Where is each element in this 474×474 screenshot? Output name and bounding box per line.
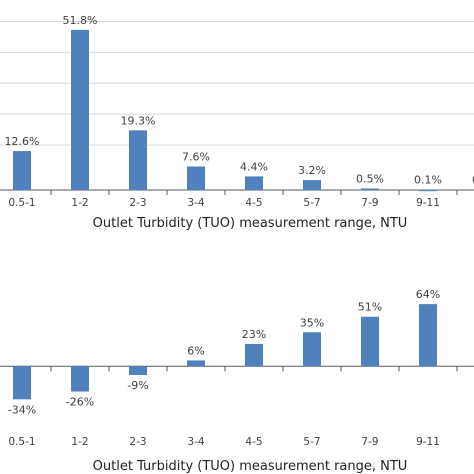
- chart-top-data-label: 7.6%: [182, 151, 210, 164]
- chart-bottom-tick-label: 5-7: [303, 436, 320, 448]
- chart-bottom-tick-label: 4-5: [245, 436, 262, 448]
- chart-top-tick-label: 7-9: [361, 197, 378, 209]
- chart-top-bar-4-5: [245, 176, 263, 190]
- chart-top-bar-7-9: [361, 188, 379, 190]
- chart-bottom-bar-2-3: [129, 366, 147, 376]
- chart-bottom-data-label: 64%: [416, 288, 440, 301]
- chart-bottom-bar-0.5-1: [13, 366, 31, 400]
- chart-bottom-data-label: -26%: [66, 396, 94, 409]
- chart-bottom-data-label: 6%: [187, 344, 204, 357]
- chart-top-bar-9-11: [419, 189, 437, 192]
- chart-top-data-label: 0.5%: [356, 172, 384, 185]
- chart-top-data-label: 12.6%: [5, 135, 40, 148]
- chart-bottom-data-label: 51%: [358, 301, 382, 314]
- chart-top-tick-label: 4-5: [245, 197, 262, 209]
- chart-top-data-label: 51.8%: [63, 14, 98, 27]
- chart-bottom-tick-label: 2-3: [129, 436, 146, 448]
- chart-bottom-tick-label: 7-9: [361, 436, 378, 448]
- chart-top-data-label: 4.4%: [240, 160, 268, 173]
- chart-top-data-label: 3.2%: [298, 164, 326, 177]
- chart-bottom-bar-1-2: [71, 366, 89, 392]
- chart-top-x-axis-title: Outlet Turbidity (TUO) measurement range…: [93, 216, 408, 231]
- chart-bottom-x-axis-title: Outlet Turbidity (TUO) measurement range…: [93, 459, 408, 474]
- chart-bottom-data-label: 35%: [300, 316, 324, 329]
- chart-top-data-label: 19.3%: [121, 114, 156, 127]
- chart-bottom-tick-label: 3-4: [187, 436, 204, 448]
- chart-bottom-bar-4-5: [245, 343, 263, 367]
- chart-top-bar-0.5-1: [13, 151, 31, 190]
- chart-top-tick-label: 9-11: [416, 197, 440, 209]
- chart-bottom-tick-label: 0.5-1: [8, 436, 35, 448]
- chart-top-distribution: 12.6% 0.5-1 51.8% 1-2 19.3% 2-3 7.6% 3-4 4.4% 4-5…: [0, 14, 474, 209]
- chart-bottom-data-label: -34%: [8, 403, 36, 416]
- chart-bottom-data-label: 23%: [242, 328, 266, 341]
- chart-bottom-change: -34% 0.5-1 -26% 1-2 -9% 2-3 6% 3-4 23% 4-5 35% 5-7 5…: [0, 277, 474, 448]
- chart-top-tick-label: 5-7: [303, 197, 320, 209]
- chart-top-tick-label: 0.5-1: [8, 197, 35, 209]
- chart-bottom-data-label: -9%: [127, 379, 148, 392]
- chart-top-bar-3-4: [187, 166, 205, 190]
- chart-bottom-bar-5-7: [303, 332, 321, 367]
- chart-top-bar-5-7: [303, 180, 321, 190]
- chart-top-bar-2-3: [129, 130, 147, 190]
- chart-bottom-bar-3-4: [187, 360, 205, 367]
- chart-top-tick-label: 1-2: [71, 197, 88, 209]
- chart-top-tick-label: 2-3: [129, 197, 146, 209]
- chart-top-tick-label: 3-4: [187, 197, 204, 209]
- chart-bottom-tick-label: 9-11: [416, 436, 440, 448]
- chart-top-bar-1-2: [71, 29, 89, 190]
- chart-bottom-bar-7-9: [361, 316, 379, 367]
- chart-bottom-tick-label: 1-2: [71, 436, 88, 448]
- chart-top-data-label: 0.1%: [472, 174, 474, 187]
- chart-bottom-bar-9-11: [419, 304, 437, 367]
- chart-top-data-label: 0.1%: [414, 174, 442, 187]
